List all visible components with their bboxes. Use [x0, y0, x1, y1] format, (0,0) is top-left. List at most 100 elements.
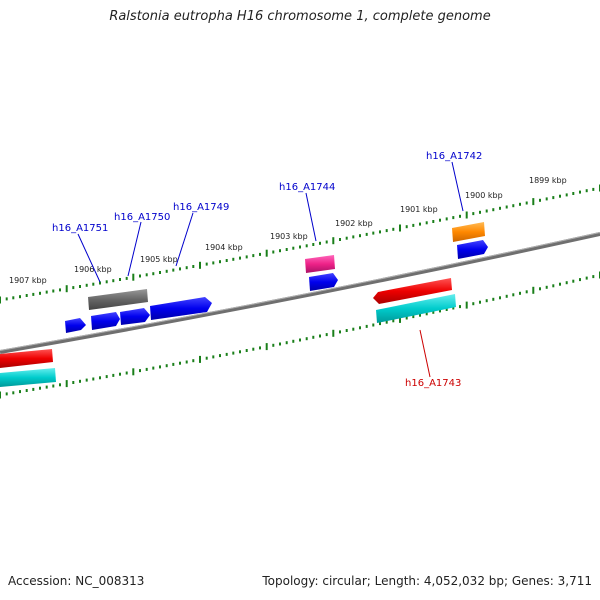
minor-tick [485, 209, 488, 213]
minor-tick [285, 248, 288, 251]
cds-h16-A1744[interactable] [305, 255, 335, 273]
minor-tick [432, 310, 435, 314]
minor-tick [319, 241, 321, 245]
minor-tick [212, 261, 215, 265]
minor-tick [25, 389, 28, 392]
minor-tick [292, 246, 295, 250]
minor-tick [145, 367, 148, 371]
gene-label-h16-A1742[interactable]: h16_A1742 [426, 151, 482, 162]
minor-tick [579, 278, 581, 282]
minor-tick [232, 351, 235, 355]
kbp-tick-ring-outer [0, 184, 600, 304]
minor-tick [352, 327, 355, 331]
minor-tick [225, 352, 228, 356]
minor-tick [5, 392, 8, 396]
minor-tick [372, 231, 375, 235]
minor-tick [179, 361, 181, 365]
cds-h16-A1742[interactable] [452, 222, 485, 242]
minor-tick [19, 295, 21, 299]
minor-tick [192, 359, 195, 363]
leader-line [305, 192, 317, 242]
minor-tick [299, 245, 301, 249]
minor-tick [339, 330, 341, 334]
kbp-label: 1903 kbp [270, 232, 308, 241]
minor-tick [245, 349, 248, 352]
minor-tick [165, 269, 168, 273]
minor-tick [5, 297, 8, 301]
gene-label-h16-A1750[interactable]: h16_A1750 [114, 212, 170, 223]
cds-h16-A1750[interactable] [88, 289, 148, 310]
major-tick [132, 368, 135, 376]
minor-tick [312, 335, 315, 339]
minor-tick [339, 238, 341, 241]
minor-tick [299, 338, 301, 342]
minor-tick [205, 356, 208, 360]
minor-tick [245, 255, 248, 259]
minor-tick [552, 284, 555, 288]
minor-tick [312, 243, 315, 246]
minor-tick [172, 268, 175, 272]
minor-tick [519, 291, 521, 295]
minor-tick [105, 375, 108, 379]
minor-tick [539, 198, 541, 202]
cds-reverse-cyan[interactable] [376, 294, 456, 323]
minor-tick [345, 329, 348, 332]
minor-tick [285, 341, 288, 345]
cds-forward-blue[interactable] [309, 273, 338, 291]
minor-tick [105, 280, 108, 284]
minor-tick [359, 326, 361, 330]
minor-tick [12, 296, 15, 300]
minor-tick [405, 225, 408, 229]
minor-tick [405, 316, 408, 320]
minor-tick [479, 300, 481, 304]
minor-tick [559, 194, 561, 198]
minor-tick [279, 342, 281, 346]
minor-tick [512, 204, 515, 208]
minor-tick [99, 376, 101, 380]
cds-h16-A1749[interactable] [150, 297, 212, 320]
cds-forward-blue[interactable] [120, 308, 150, 325]
gene-label-h16-A1751[interactable]: h16_A1751 [52, 223, 108, 234]
minor-tick [112, 373, 115, 377]
minor-tick [379, 230, 381, 234]
gene-label-h16-A1749[interactable]: h16_A1749 [173, 202, 229, 213]
cds-reverse-cyan-left[interactable] [0, 368, 56, 387]
kbp-label: 1904 kbp [205, 243, 243, 252]
gene-label-h16-A1743[interactable]: h16_A1743 [405, 378, 461, 389]
gene-label-h16-A1744[interactable]: h16_A1744 [279, 182, 335, 193]
minor-tick [219, 260, 221, 264]
minor-tick [572, 192, 575, 195]
cds-reverse-red-left[interactable] [0, 349, 53, 368]
minor-tick [365, 232, 368, 236]
minor-tick [439, 309, 441, 313]
minor-tick [419, 222, 421, 226]
minor-tick [459, 214, 461, 218]
minor-tick [139, 274, 141, 278]
minor-tick [432, 220, 435, 223]
minor-tick [99, 281, 101, 285]
cds-h16-A1743[interactable] [373, 278, 452, 304]
minor-tick [452, 216, 455, 220]
minor-tick [272, 343, 275, 347]
minor-tick [319, 334, 321, 338]
minor-tick [252, 347, 255, 351]
cds-forward-blue[interactable] [91, 312, 120, 330]
minor-tick [79, 379, 81, 383]
minor-tick [192, 265, 195, 268]
minor-tick [512, 293, 515, 297]
minor-tick [279, 249, 281, 253]
minor-tick [39, 291, 41, 295]
minor-tick [545, 285, 548, 289]
cds-forward-blue[interactable] [457, 240, 488, 259]
minor-tick [565, 281, 568, 285]
minor-tick [72, 286, 75, 290]
cds-h16-A1751[interactable] [65, 318, 86, 333]
minor-tick [545, 197, 548, 201]
map-title: Ralstonia eutropha H16 chromosome 1, com… [109, 9, 491, 24]
minor-tick [85, 283, 88, 287]
minor-tick [119, 372, 121, 376]
chromosome-backbone-highlight [0, 232, 600, 351]
major-tick [332, 329, 335, 337]
minor-tick [272, 250, 275, 254]
minor-tick [232, 257, 235, 261]
